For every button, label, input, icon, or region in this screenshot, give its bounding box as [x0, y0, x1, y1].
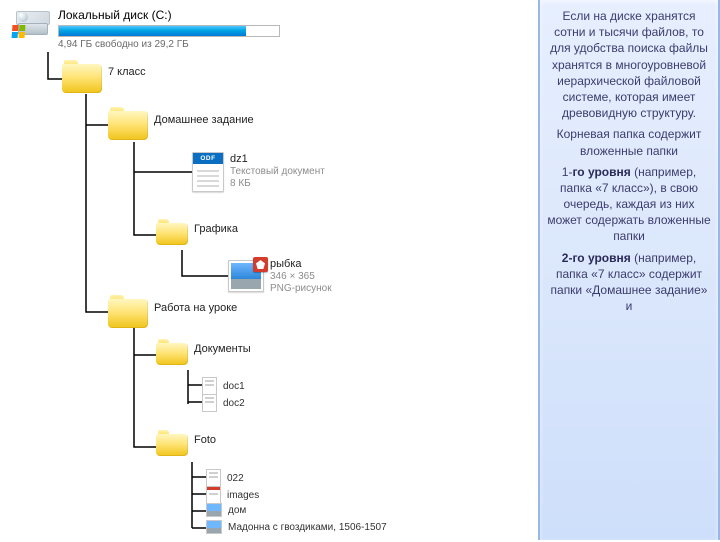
file-f2-label: images	[227, 490, 259, 501]
folder-foto-label: Foto	[194, 434, 216, 446]
disk-space-bar	[58, 25, 280, 37]
disk-space-fill	[59, 26, 246, 36]
folder-homework[interactable]	[108, 107, 148, 140]
file-rybka-name: рыбка	[270, 258, 332, 271]
info-side-panel: Если на диске хранятся сотни и тысячи фа…	[538, 0, 720, 540]
file-f4[interactable]: Мадонна с гвоздиками, 1506-1507	[206, 520, 387, 534]
folder-work-label: Работа на уроке	[154, 302, 237, 314]
file-rybka-dims: 346 × 365	[270, 271, 332, 283]
side-p4a: 2-го уровня	[562, 251, 631, 265]
file-rybka[interactable]	[228, 260, 264, 292]
side-p3: 1-го уровня (например, папка «7 класс»),…	[546, 164, 712, 245]
folder-grafika-label: Графика	[194, 223, 238, 235]
file-dz1[interactable]: ODF	[192, 152, 224, 192]
file-dz1-size: 8 КБ	[230, 178, 325, 190]
file-f1-label: 022	[227, 473, 244, 484]
folder-work[interactable]	[108, 295, 148, 328]
folder-7klass-label: 7 класс	[108, 66, 146, 78]
file-f1[interactable]: 022	[206, 469, 244, 487]
folder-grafika[interactable]	[156, 219, 188, 245]
disk-header: Локальный диск (C:) 4,94 ГБ свободно из …	[14, 8, 538, 50]
folder-documents-label: Документы	[194, 343, 251, 355]
file-doc1[interactable]: doc1	[202, 377, 245, 395]
folder-7klass[interactable]	[62, 60, 102, 93]
side-p1: Если на диске хранятся сотни и тысячи фа…	[546, 8, 712, 121]
file-tree-panel: Локальный диск (C:) 4,94 ГБ свободно из …	[0, 0, 538, 540]
file-dz1-name: dz1	[230, 153, 325, 166]
side-p4: 2-го уровня (например, папка «7 класс» с…	[546, 250, 712, 315]
file-f3[interactable]: дом	[206, 503, 246, 517]
file-doc2[interactable]: doc2	[202, 394, 245, 412]
folder-documents[interactable]	[156, 339, 188, 365]
disk-free-text: 4,94 ГБ свободно из 29,2 ГБ	[58, 39, 538, 50]
file-f2[interactable]: images	[206, 486, 259, 504]
side-p2: Корневая папка содержит вложенные папки	[546, 126, 712, 158]
disk-name: Локальный диск (C:)	[58, 8, 538, 22]
file-f3-label: дом	[228, 505, 246, 516]
odf-badge: ODF	[193, 153, 223, 164]
file-dz1-type: Текстовый документ	[230, 166, 325, 178]
file-doc1-label: doc1	[223, 381, 245, 392]
drive-icon	[14, 8, 50, 38]
file-doc2-label: doc2	[223, 398, 245, 409]
side-p3a: 1-	[562, 165, 573, 179]
folder-foto[interactable]	[156, 430, 188, 456]
file-rybka-type: PNG-рисунок	[270, 283, 332, 295]
file-f4-label: Мадонна с гвоздиками, 1506-1507	[228, 522, 387, 533]
folder-homework-label: Домашнее задание	[154, 114, 254, 126]
side-p3b: го уровня	[572, 165, 630, 179]
